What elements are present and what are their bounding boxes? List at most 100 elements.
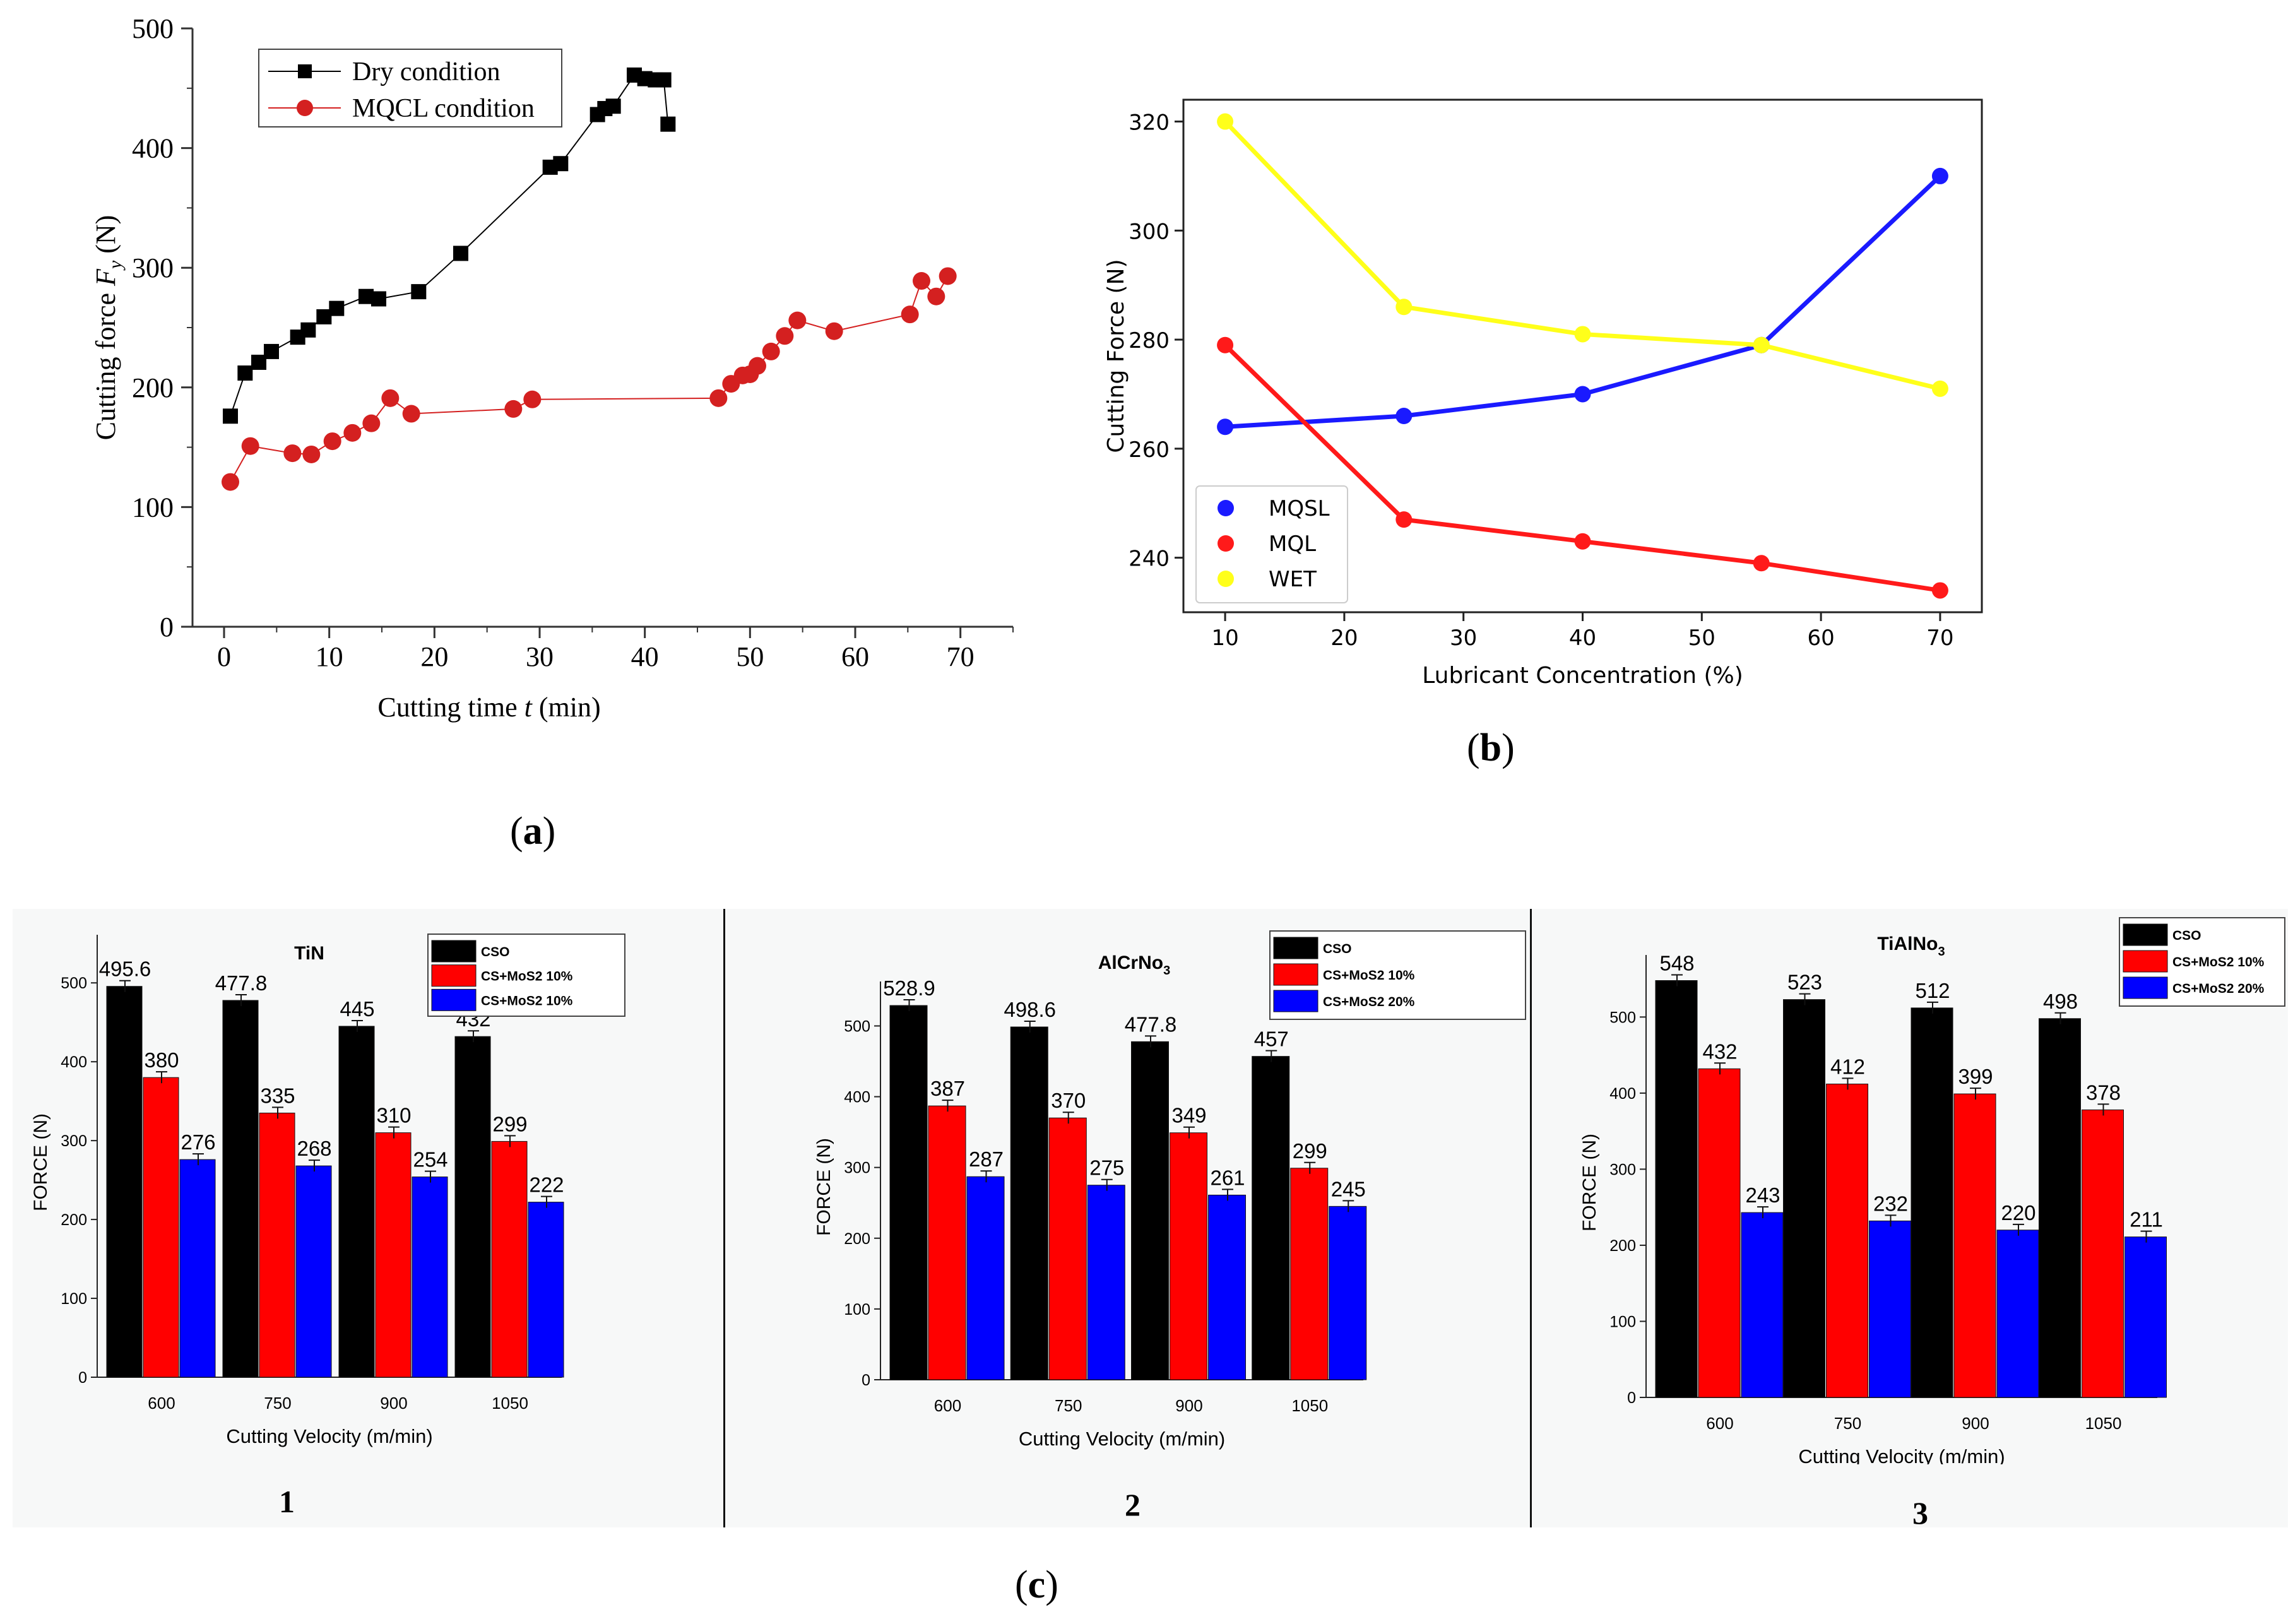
bar (1826, 1083, 1868, 1398)
data-point-dry (264, 343, 279, 359)
chart-b-force-vs-concentration: 240 260 280 300 320 10 20 30 40 50 60 70 Lubricant C… (1103, 98, 1983, 689)
bar (1655, 980, 1698, 1398)
y-tick-label: 0 (862, 1372, 870, 1389)
legend-swatch (431, 940, 477, 963)
data-point-mqcl (788, 311, 807, 329)
bar (1911, 1007, 1953, 1398)
data-point-dry (371, 291, 386, 307)
data-point-mqcl (381, 389, 400, 407)
y-tick-label: 500 (61, 975, 87, 992)
data-point-wet (1217, 113, 1234, 130)
bar (259, 1112, 295, 1378)
chart-c1-tin: 0 100 200 300 400 500 600 495.6 380 276 750 477.8 33… (30, 934, 625, 1447)
x-tick-label: 10 (1211, 625, 1238, 651)
bar (1087, 1185, 1125, 1380)
data-label: 349 (1171, 1104, 1206, 1127)
x-axis-title: Cutting Velocity (m/min) (1019, 1428, 1225, 1450)
data-point-mqsl (1574, 386, 1591, 403)
data-point-mqcl (776, 327, 794, 345)
legend-swatch (431, 964, 477, 987)
x-tick-label: 10 (316, 641, 343, 672)
legend-label: CS+MoS2 10% (1323, 968, 1415, 983)
x-tick-label: 900 (1962, 1414, 1989, 1433)
bar (2124, 1236, 2167, 1398)
legend-box (1195, 485, 1348, 603)
data-label: 335 (260, 1084, 295, 1107)
data-point-dry (300, 322, 316, 338)
x-axis-title: Cutting Velocity (m/min) (226, 1425, 432, 1447)
data-point-mqcl (901, 305, 919, 324)
x-tick-label: 20 (420, 641, 448, 672)
x-tick-label: 70 (947, 641, 975, 672)
legend-swatch (1273, 963, 1318, 986)
bar (2039, 1018, 2081, 1398)
legend-label: WET (1269, 567, 1317, 592)
data-label: 498 (2043, 990, 2078, 1013)
chart-a-cutting-force-vs-time: 0 100 200 300 400 500 0 10 20 30 40 50 60 70 Cutting t… (90, 13, 1014, 723)
data-point-dry (223, 408, 238, 424)
bar (966, 1176, 1005, 1380)
y-tick-label: 280 (1129, 328, 1170, 353)
y-tick-label: 240 (1129, 547, 1170, 572)
y-tick-label: 100 (1609, 1313, 1636, 1331)
legend-marker (1218, 571, 1234, 587)
bar (1170, 1132, 1207, 1380)
bar (1048, 1117, 1087, 1380)
y-axis-title: FORCE (N) (30, 1113, 51, 1211)
data-label: 232 (1873, 1192, 1908, 1215)
data-label: 370 (1051, 1089, 1086, 1112)
x-tick-label: 600 (148, 1394, 175, 1413)
data-point-mql (1574, 533, 1591, 550)
y-tick-label: 300 (1129, 219, 1170, 244)
data-label: 432 (1702, 1040, 1737, 1063)
legend-label: CS+MoS2 20% (2172, 981, 2265, 996)
x-tick-label: 900 (1175, 1396, 1202, 1415)
data-label: 387 (930, 1077, 965, 1100)
y-tick-label: 400 (61, 1053, 87, 1071)
bar (1741, 1212, 1784, 1398)
data-point-mqcl (241, 437, 259, 455)
data-point-mqsl (1931, 167, 1948, 184)
x-tick-label: 40 (631, 641, 659, 672)
data-point-dry (605, 98, 621, 114)
bar (1698, 1068, 1741, 1398)
x-tick-label: 1050 (492, 1394, 528, 1413)
bar (222, 1000, 259, 1378)
bar (2082, 1109, 2124, 1398)
panel-c2-number: 2 (1125, 1487, 1141, 1522)
y-axis-title: Cutting force Fy (N) (90, 215, 126, 441)
y-axis-title: Cutting Force (N) (1103, 259, 1129, 453)
y-tick-label: 400 (132, 133, 174, 164)
data-point-dry (660, 116, 676, 132)
legend-marker (298, 64, 312, 78)
chart-c3-tialno3: 0 100 200 300 400 500 600 548 432 243 750 523 412 232… (1579, 917, 2285, 1464)
y-tick-label: 500 (1609, 1009, 1636, 1026)
bar (1290, 1168, 1329, 1380)
bar (338, 1026, 375, 1378)
data-label: 380 (144, 1048, 179, 1072)
bar (412, 1177, 448, 1378)
data-point-mql (1753, 555, 1770, 572)
x-axis-title: Cutting time t (min) (377, 692, 600, 723)
y-axis-title: FORCE (N) (1579, 1134, 1600, 1231)
bar (454, 1036, 491, 1378)
legend-label: CSO (1323, 942, 1352, 956)
data-label: 245 (1331, 1177, 1366, 1200)
legend-label: CS+MoS2 10% (2172, 955, 2265, 969)
data-point-mqsl (1395, 408, 1413, 425)
data-label: 222 (529, 1173, 564, 1197)
data-label: 299 (492, 1112, 527, 1135)
y-tick-label: 200 (844, 1230, 870, 1248)
x-tick-label: 30 (526, 641, 554, 672)
y-tick-label: 200 (132, 372, 174, 403)
y-tick-label: 300 (132, 252, 174, 283)
data-label: 477.8 (1125, 1012, 1177, 1036)
data-label: 268 (297, 1137, 331, 1160)
legend-swatch (2123, 923, 2168, 946)
y-tick-label: 320 (1129, 110, 1170, 136)
legend-swatch (2123, 976, 2168, 999)
data-point-mql (1395, 511, 1413, 528)
x-axis-title: Lubricant Concentration (%) (1422, 663, 1743, 689)
y-tick-label: 0 (1627, 1389, 1636, 1407)
